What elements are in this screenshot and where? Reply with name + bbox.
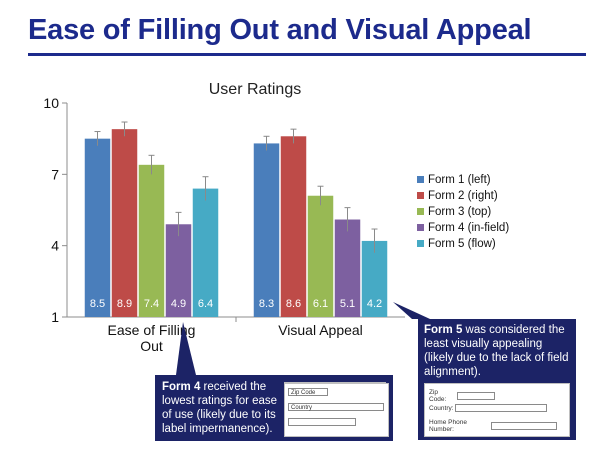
bar	[253, 143, 280, 317]
data-label: 4.2	[367, 298, 382, 310]
form5-country-field	[455, 404, 547, 412]
bar	[334, 219, 361, 317]
form5-callout-pointer	[393, 302, 430, 319]
form5-phone-label: Home Phone Number:	[429, 419, 467, 433]
error-bar	[202, 176, 209, 201]
legend-label: Form 1 (left)	[428, 174, 491, 186]
legend-label: Form 4 (in-field)	[428, 222, 509, 234]
error-bar	[94, 131, 101, 146]
form5-zip-label: Zip Code:	[429, 389, 447, 403]
bar	[307, 195, 334, 317]
error-bar	[175, 211, 182, 237]
legend-swatch	[417, 192, 424, 199]
bar	[138, 164, 165, 317]
error-bar	[344, 207, 351, 232]
form5-mini-form-panel: Zip Code: Country: Home Phone Number:	[424, 383, 570, 437]
y-tick-label: 10	[43, 95, 59, 111]
bar	[361, 240, 388, 317]
data-label: 8.9	[117, 298, 132, 310]
data-label: 8.3	[259, 298, 274, 310]
legend-label: Form 5 (flow)	[428, 238, 496, 250]
legend-swatch	[417, 176, 424, 183]
form4-zip-field: Zip Code	[288, 388, 328, 396]
form4-callout-pointer	[176, 322, 196, 375]
error-bar	[371, 228, 378, 253]
y-tick-label: 4	[51, 238, 59, 254]
form5-callout-bold: Form 5	[424, 324, 463, 336]
form4-callout-text: Form 4 received the lowest ratings for e…	[162, 380, 286, 436]
data-label: 8.5	[90, 298, 105, 310]
title-rule	[28, 53, 586, 56]
callout-pointers	[176, 302, 430, 375]
legend-label: Form 2 (right)	[428, 190, 498, 202]
form4-callout-body: received the lowest ratings for ease of …	[162, 381, 278, 435]
chart-title: User Ratings	[209, 81, 301, 98]
legend-swatch	[417, 224, 424, 231]
y-tick-label: 1	[51, 309, 59, 325]
data-label: 4.9	[171, 298, 186, 310]
bar	[84, 138, 111, 317]
chart-legend: Form 1 (left) Form 2 (right) Form 3 (top) F…	[417, 174, 509, 250]
form4-callout-bold: Form 4	[162, 381, 201, 393]
chart-data-labels: 8.5 8.9 7.4 4.9 6.4 8.3 8.6 6.1 5.1 4.2	[90, 298, 382, 310]
form4-mini-form-panel: Zip Code Country	[284, 383, 389, 437]
bar	[280, 136, 307, 317]
legend-swatch	[417, 208, 424, 215]
form5-callout-text: Form 5 was considered the least visually…	[424, 323, 572, 379]
data-label: 6.1	[313, 298, 328, 310]
slide-title: Ease of Filling Out and Visual Appeal	[28, 14, 532, 46]
error-bar	[148, 154, 155, 175]
data-label: 8.6	[286, 298, 301, 310]
error-bar	[317, 185, 324, 206]
data-label: 7.4	[144, 298, 159, 310]
form5-country-label: Country:	[429, 404, 454, 412]
legend-label: Form 3 (top)	[428, 206, 491, 218]
form4-country-field: Country	[288, 403, 384, 411]
y-tick-label: 7	[51, 166, 59, 182]
data-label: 6.4	[198, 298, 213, 310]
form4-empty-field	[288, 418, 356, 426]
legend-swatch	[417, 240, 424, 247]
chart-bars	[84, 121, 388, 317]
form5-phone-field	[491, 422, 557, 430]
error-bar	[263, 135, 270, 151]
bar	[165, 224, 192, 317]
bar	[111, 129, 138, 317]
bar	[192, 188, 219, 317]
data-label: 5.1	[340, 298, 355, 310]
x-tick-label: Visual Appeal	[278, 322, 363, 338]
x-tick-label: Ease of Filling	[108, 322, 196, 338]
x-tick-label: Out	[140, 338, 163, 354]
error-bar	[290, 128, 297, 144]
form5-zip-field	[457, 392, 495, 400]
error-bar	[121, 121, 128, 137]
form5-callout-body: was considered the least visually appeal…	[424, 324, 569, 378]
